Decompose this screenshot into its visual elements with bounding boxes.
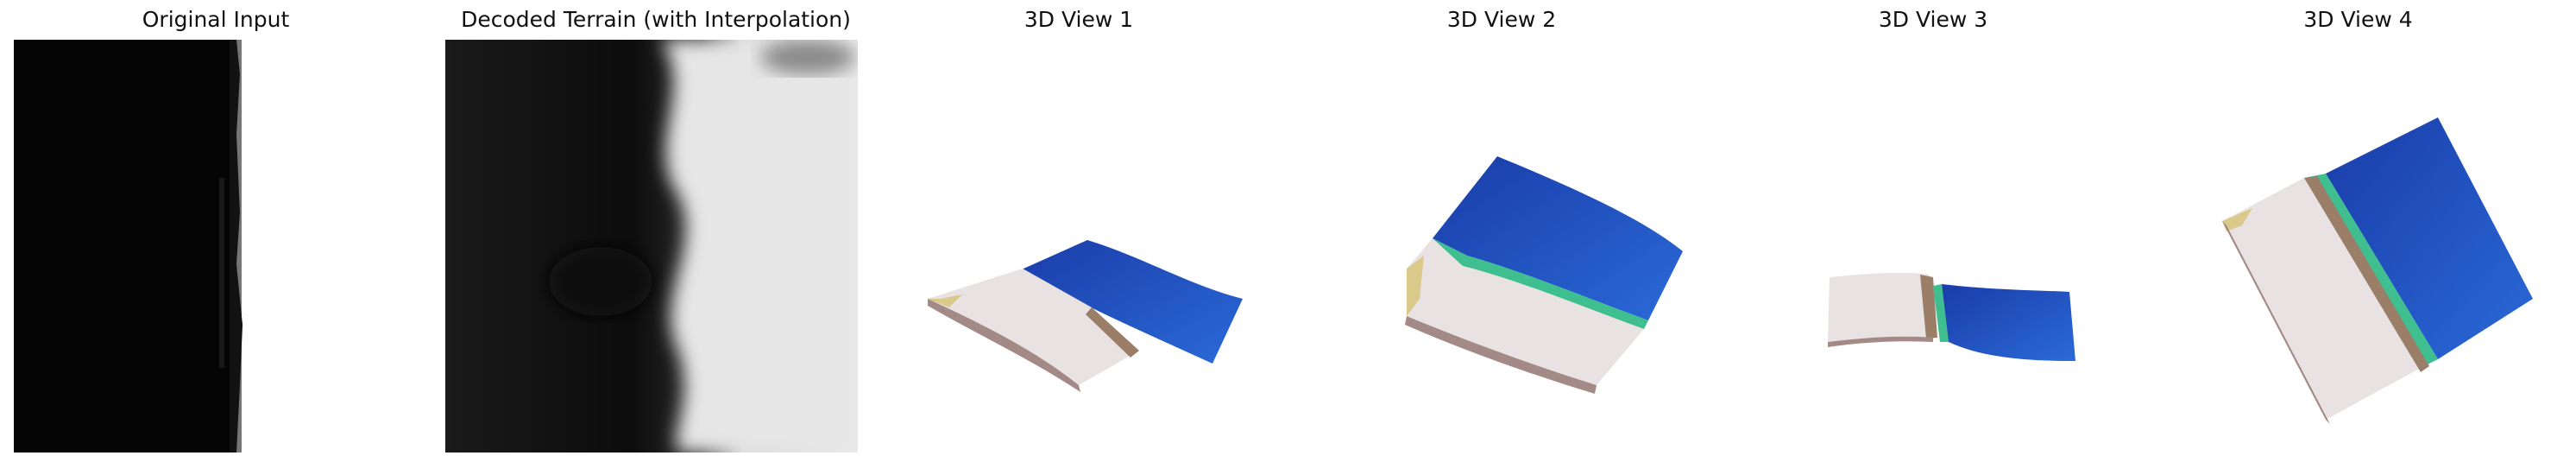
original-input-image (14, 40, 426, 453)
panel-title: Decoded Terrain (with Interpolation) (461, 7, 851, 32)
decoded-terrain-image (445, 40, 858, 453)
panel-original-input: Original Input (0, 0, 431, 462)
panel-3d-view-1: 3D View 1 (880, 0, 1277, 462)
terrain-3d-view-4 (2222, 117, 2533, 424)
terrain-3d-view-2 (1405, 156, 1683, 394)
panel-title: 3D View 3 (1878, 7, 1988, 32)
panel-3d-view-2: 3D View 2 (1277, 0, 1726, 462)
panel-title: 3D View 2 (1446, 7, 1557, 32)
panel-title: 3D View 1 (1023, 7, 1134, 32)
original-input-heightmap (14, 40, 426, 453)
panel-title: Original Input (142, 7, 290, 32)
panel-title: 3D View 4 (2303, 7, 2413, 32)
terrain-3d-view-3 (1828, 272, 2075, 361)
panel-3d-view-4: 3D View 4 (2140, 0, 2576, 462)
terrain-3d-view-1 (928, 240, 1243, 392)
panel-3d-view-3: 3D View 3 (1726, 0, 2140, 462)
decoded-terrain-heightmap (445, 40, 858, 453)
panel-decoded-terrain: Decoded Terrain (with Interpolation) (431, 0, 880, 462)
